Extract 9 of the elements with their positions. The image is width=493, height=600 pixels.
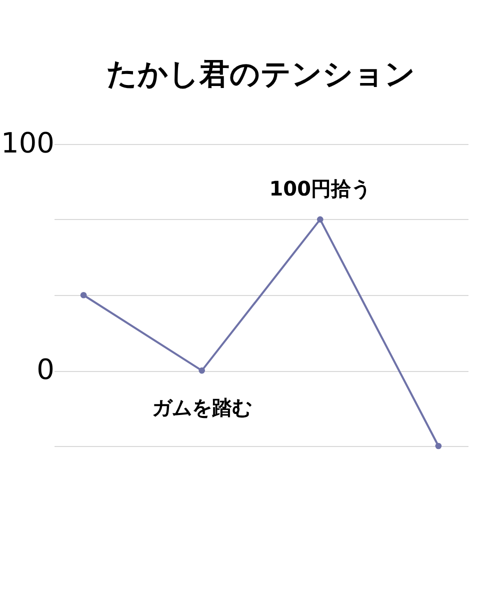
- y-tick-label: 0: [36, 353, 54, 386]
- point: [435, 442, 442, 450]
- y-tick-label: 100: [1, 126, 54, 160]
- annotation: ガムを踏む: [152, 396, 252, 420]
- chart-title: たかし君のテンション: [106, 57, 416, 92]
- point: [198, 367, 206, 374]
- annotation: 100円拾う: [269, 176, 372, 200]
- point: [316, 216, 324, 223]
- point: [80, 292, 87, 298]
